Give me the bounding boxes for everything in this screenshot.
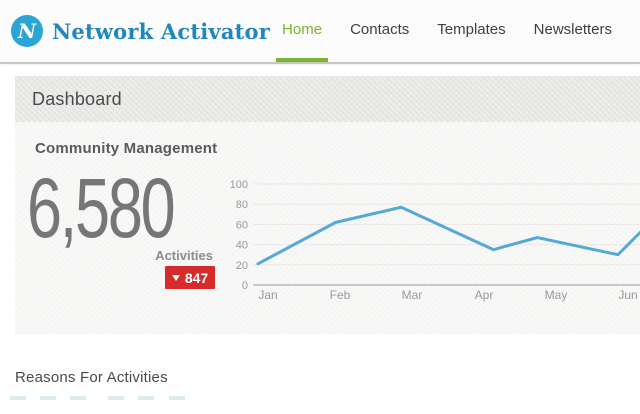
svg-text:20: 20 bbox=[236, 260, 248, 272]
svg-text:May: May bbox=[545, 288, 568, 302]
svg-text:Jan: Jan bbox=[258, 288, 277, 302]
svg-text:60: 60 bbox=[236, 219, 248, 231]
activities-chart: 0 20 40 60 80 100 Jan Feb Mar Apr May Jun bbox=[230, 172, 640, 304]
section-title: Community Management bbox=[35, 140, 218, 157]
svg-text:N: N bbox=[17, 19, 37, 43]
brand-name: Network Activator bbox=[52, 18, 271, 44]
main-nav: Home Contacts Templates Newsletters bbox=[276, 0, 618, 62]
down-arrow-icon bbox=[171, 274, 180, 281]
cutoff-bar bbox=[10, 396, 26, 400]
delta-badge: 847 bbox=[165, 266, 215, 289]
cutoff-bar bbox=[69, 396, 86, 400]
total-activities-label: Activities bbox=[155, 248, 213, 263]
svg-text:Jun: Jun bbox=[618, 288, 637, 302]
total-activities-count: 6,580 bbox=[27, 161, 176, 255]
app-header: N Network Activator Home Contacts Templa… bbox=[0, 0, 640, 64]
community-management-card: Community Management 6,580 Activities 84… bbox=[15, 122, 640, 334]
svg-text:0: 0 bbox=[242, 280, 248, 292]
brand-logo-icon: N bbox=[11, 15, 43, 47]
cutoff-bar bbox=[108, 396, 125, 400]
cutoff-bar bbox=[169, 396, 186, 400]
svg-text:Apr: Apr bbox=[475, 288, 494, 302]
cutoff-bar bbox=[40, 396, 57, 400]
page-title-bar: Dashboard bbox=[15, 76, 640, 122]
reasons-section-title: Reasons For Activities bbox=[15, 369, 168, 386]
svg-text:Mar: Mar bbox=[402, 288, 423, 302]
nav-item-templates[interactable]: Templates bbox=[437, 20, 506, 38]
svg-text:Feb: Feb bbox=[330, 288, 351, 302]
nav-item-home[interactable]: Home bbox=[276, 0, 329, 62]
svg-text:40: 40 bbox=[236, 240, 248, 252]
brand[interactable]: N Network Activator bbox=[10, 14, 270, 48]
delta-value: 847 bbox=[184, 269, 209, 286]
nav-item-newsletters[interactable]: Newsletters bbox=[533, 20, 612, 38]
page-title: Dashboard bbox=[32, 88, 122, 109]
svg-text:100: 100 bbox=[230, 179, 248, 191]
activities-line-chart: 0 20 40 60 80 100 Jan Feb Mar Apr May Jun bbox=[230, 179, 640, 302]
nav-item-contacts[interactable]: Contacts bbox=[350, 20, 410, 38]
cutoff-bar bbox=[137, 396, 154, 400]
svg-text:80: 80 bbox=[236, 199, 248, 211]
cutoff-chart-preview bbox=[10, 396, 186, 400]
